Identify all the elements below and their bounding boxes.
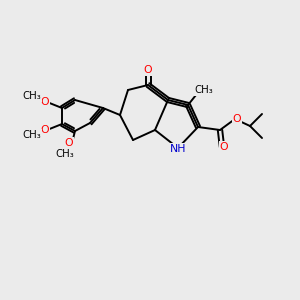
Text: O: O (144, 65, 152, 75)
Text: O: O (233, 114, 241, 124)
Text: O: O (41, 125, 49, 135)
Text: CH₃: CH₃ (22, 91, 41, 101)
Text: CH₃: CH₃ (22, 130, 41, 140)
Text: NH: NH (170, 144, 186, 154)
Text: O: O (41, 97, 49, 107)
Text: CH₃: CH₃ (195, 85, 213, 95)
Text: O: O (220, 142, 228, 152)
Text: O: O (65, 138, 73, 148)
Text: CH₃: CH₃ (56, 149, 74, 159)
